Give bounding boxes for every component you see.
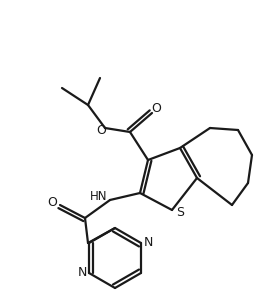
Text: N: N (77, 267, 87, 279)
Text: N: N (143, 237, 153, 249)
Text: O: O (47, 196, 57, 210)
Text: S: S (176, 205, 184, 219)
Text: HN: HN (90, 189, 107, 203)
Text: O: O (96, 125, 106, 138)
Text: O: O (151, 102, 161, 114)
